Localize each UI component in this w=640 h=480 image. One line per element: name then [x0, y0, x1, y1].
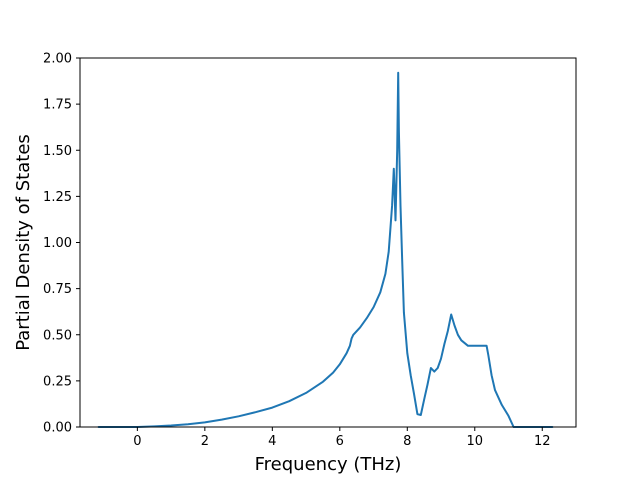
y-tick-label: 1.00	[43, 236, 72, 251]
pdos-series-line	[97, 71, 554, 428]
y-tick-label: 2.00	[43, 52, 72, 67]
y-tick-label: 0.25	[43, 374, 72, 389]
x-tick-label: 10	[467, 434, 484, 449]
x-tick-label: 2	[201, 434, 209, 449]
x-tick-label: 0	[133, 434, 141, 449]
y-tick-label: 0.75	[43, 282, 72, 297]
x-tick-label: 4	[268, 434, 276, 449]
axes-frame	[79, 57, 577, 428]
y-tick-label: 1.25	[43, 190, 72, 205]
series-layer	[97, 71, 554, 428]
y-tick-label: 0.00	[43, 421, 72, 436]
y-tick-label: 1.75	[43, 98, 72, 113]
plot-area	[80, 58, 576, 427]
y-tick-label: 0.50	[43, 328, 72, 343]
y-axis-label: Partial Density of States	[13, 134, 34, 351]
x-axis-ticks: 0 2 4 6 8 10 12	[133, 427, 551, 449]
x-tick-label: 12	[534, 434, 551, 449]
y-tick-label: 1.50	[43, 144, 72, 159]
x-axis-label: Frequency (THz)	[255, 454, 402, 475]
x-tick-label: 6	[336, 434, 344, 449]
x-tick-label: 8	[403, 434, 411, 449]
y-axis-ticks: 0.00 0.25 0.50 0.75 1.00 1.25 1.50 1.75 2.00	[43, 52, 80, 436]
